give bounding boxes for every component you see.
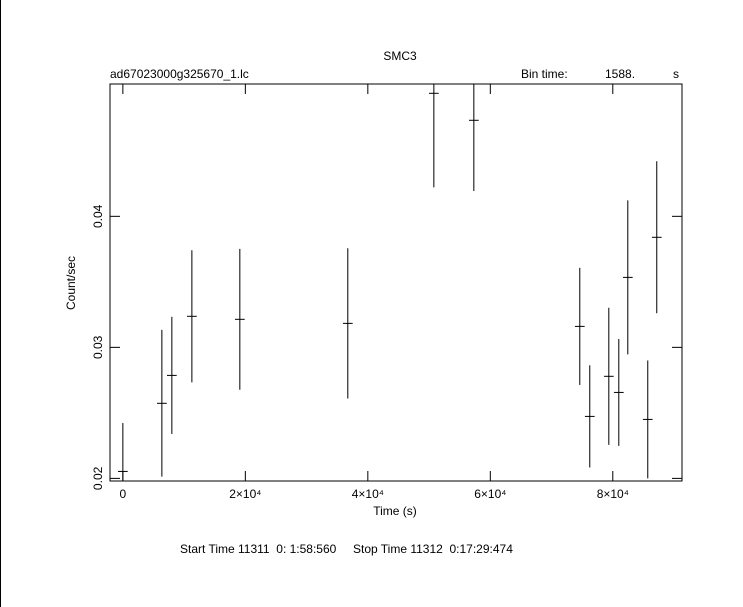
x-tick-label: 4×10⁴ (352, 487, 384, 501)
chart-title: SMC3 (383, 49, 417, 63)
bin-value: 1588. (605, 67, 635, 81)
footer: Start Time 11311 0: 1:58:560 Stop Time 1… (180, 542, 513, 556)
file-name: ad67023000g325670_1.lc (110, 67, 249, 81)
y-tick-label: 0.03 (91, 335, 105, 359)
y-tick-label: 0.02 (91, 466, 105, 490)
x-axis-label: Time (s) (373, 504, 417, 518)
x-tick-label: 2×10⁴ (229, 487, 261, 501)
bin-unit: s (673, 67, 679, 81)
x-tick-label: 0 (120, 487, 127, 501)
bin-label: Bin time: (521, 67, 568, 81)
x-tick-label: 8×10⁴ (597, 487, 629, 501)
y-axis-label: Count/sec (64, 256, 78, 310)
y-tick-label: 0.04 (91, 204, 105, 228)
plot-frame (109, 83, 683, 482)
x-tick-label: 6×10⁴ (474, 487, 506, 501)
